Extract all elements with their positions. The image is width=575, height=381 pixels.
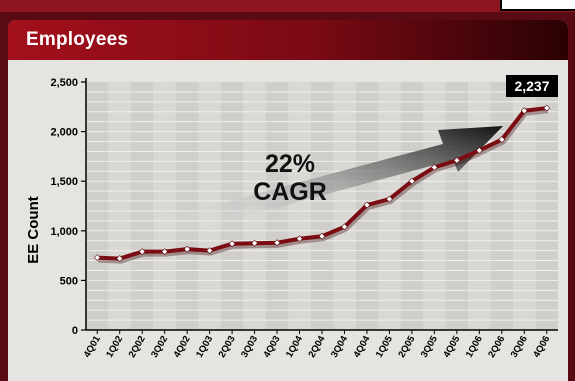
x-tick-label: 2Q04 xyxy=(306,333,328,359)
grid-band xyxy=(490,82,514,330)
cagr-percent: 22% xyxy=(265,150,315,178)
x-tick-label: 1Q03 xyxy=(194,334,215,360)
data-point xyxy=(93,254,101,262)
data-point xyxy=(408,177,416,185)
x-tick-label: 3Q04 xyxy=(329,333,351,359)
y-tick-label: 500 xyxy=(60,275,78,287)
x-tick-label: 1Q05 xyxy=(374,333,396,359)
data-point xyxy=(183,245,191,253)
grid-band xyxy=(130,82,154,330)
data-point xyxy=(453,156,461,164)
x-tick-labels: 4Q01 1Q02 2Q02 3Q02 4Q02 1Q03 2Q03 3Q03 4Q03 1Q04… xyxy=(82,330,552,360)
y-tick-labels: 0 500 1,000 1,500 2,000 2,500 xyxy=(50,77,86,337)
x-tick-label: 4Q01 xyxy=(82,333,104,359)
grid-band xyxy=(310,82,334,330)
data-point xyxy=(116,255,124,263)
x-tick-label: 4Q05 xyxy=(441,333,463,359)
data-point xyxy=(475,147,483,154)
data-point xyxy=(206,247,214,255)
title-bar: Employees xyxy=(8,20,568,60)
callout-text: 2,237 xyxy=(514,78,549,94)
x-tick-label: 1Q06 xyxy=(464,334,485,360)
x-tick-label: 1Q02 xyxy=(104,334,125,360)
data-point xyxy=(251,239,258,247)
data-point xyxy=(386,195,393,203)
y-tick-label: 1,000 xyxy=(50,226,78,238)
x-tick-label: 4Q02 xyxy=(172,334,193,360)
grid-band xyxy=(175,82,199,330)
data-point xyxy=(318,232,326,240)
x-tick-label: 3Q05 xyxy=(419,333,441,359)
cagr-label: CAGR xyxy=(253,178,327,206)
chart-panel: Employees 22% CAGR 0 500 1,000 1,500 2,000 2,… xyxy=(8,20,568,381)
grid-band xyxy=(445,82,469,330)
data-point xyxy=(520,107,528,115)
data-point xyxy=(296,235,303,243)
y-tick-label: 0 xyxy=(72,325,78,337)
grid-band xyxy=(535,82,558,330)
x-tick-label: 3Q02 xyxy=(149,334,170,360)
x-tick-label: 4Q06 xyxy=(531,334,552,360)
y-tick-label: 2,000 xyxy=(50,127,78,139)
grid-band xyxy=(400,82,424,330)
series-employees xyxy=(93,104,551,264)
corner-box xyxy=(500,0,575,11)
x-tick-label: 4Q03 xyxy=(261,334,282,360)
y-tick-label: 2,500 xyxy=(50,77,78,89)
data-point xyxy=(161,248,169,256)
grid-band xyxy=(86,82,109,330)
x-tick-label: 3Q03 xyxy=(239,334,260,360)
x-tick-label: 1Q04 xyxy=(284,333,306,359)
data-point xyxy=(341,223,348,231)
data-point xyxy=(363,201,371,209)
frame-top-band xyxy=(0,0,575,12)
x-tick-label: 2Q02 xyxy=(127,334,148,360)
x-tick-label: 2Q05 xyxy=(396,333,418,359)
trend-arrow xyxy=(158,126,503,237)
x-tick-label: 4Q04 xyxy=(351,333,373,359)
data-point xyxy=(228,240,236,248)
data-point xyxy=(498,136,506,143)
data-point xyxy=(543,104,551,112)
y-axis-title: EE Count xyxy=(25,196,42,264)
callout-box xyxy=(506,75,558,97)
value-callout: 2,237 xyxy=(506,75,558,97)
data-point xyxy=(273,239,281,247)
chart-title: Employees xyxy=(26,29,129,50)
x-tick-label: 2Q06 xyxy=(486,334,507,360)
x-tick-label: 2Q03 xyxy=(217,334,238,360)
x-tick-label: 3Q06 xyxy=(509,334,530,360)
y-tick-label: 1,500 xyxy=(50,176,78,188)
data-point xyxy=(138,248,146,256)
data-point xyxy=(430,163,438,171)
